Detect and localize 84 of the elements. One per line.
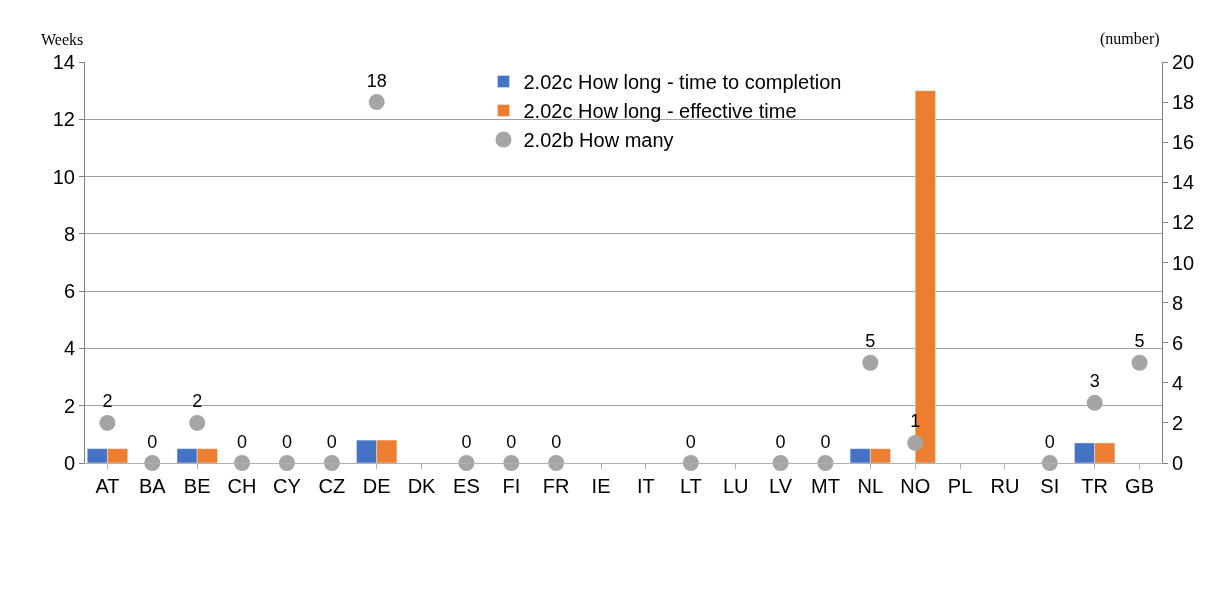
point bbox=[682, 455, 699, 471]
x-tick-label: LT bbox=[679, 475, 702, 497]
y-tick-label: 4 bbox=[63, 337, 75, 360]
x-tick-label: RU bbox=[990, 475, 1020, 497]
x-tick-label: CZ bbox=[318, 475, 346, 497]
x-tick-label: AT bbox=[95, 475, 120, 497]
x-tick-label: DK bbox=[407, 475, 437, 497]
point bbox=[368, 94, 385, 111]
y-tick-label: 12 bbox=[52, 108, 75, 131]
data-label: 2 bbox=[102, 391, 113, 412]
x-tick-label: DE bbox=[362, 475, 391, 497]
data-label: 0 bbox=[461, 431, 472, 452]
x-tick-label: SI bbox=[1040, 475, 1060, 497]
y2-tick-label: 4 bbox=[1172, 371, 1184, 394]
x-tick-label: CH bbox=[227, 475, 257, 497]
data-label: 0 bbox=[551, 431, 562, 452]
y2-tick-label: 16 bbox=[1172, 131, 1195, 154]
y2-tick-label: 6 bbox=[1172, 331, 1184, 354]
data-label: 3 bbox=[1089, 371, 1100, 392]
data-label: 2 bbox=[192, 391, 203, 412]
point bbox=[548, 455, 565, 471]
x-tick-label: LU bbox=[722, 475, 749, 497]
data-label: 0 bbox=[326, 431, 337, 452]
data-label: 0 bbox=[685, 431, 696, 452]
y2-tick-label: 8 bbox=[1172, 291, 1184, 314]
y2-tick-label: 18 bbox=[1172, 91, 1195, 114]
x-tick-label: NL bbox=[857, 475, 884, 497]
legend-label: 2.02c How long - time to completion bbox=[523, 71, 842, 94]
x-tick-label: FR bbox=[542, 475, 570, 497]
point bbox=[503, 455, 520, 471]
data-label: 0 bbox=[820, 431, 831, 452]
x-tick-label: BE bbox=[183, 475, 211, 497]
point bbox=[1086, 394, 1103, 411]
y2-tick-label: 12 bbox=[1172, 211, 1195, 234]
point bbox=[907, 434, 924, 451]
data-label: 5 bbox=[865, 331, 876, 352]
y-tick-label: 6 bbox=[63, 280, 75, 303]
point bbox=[1131, 354, 1148, 371]
x-tick-label: GB bbox=[1125, 475, 1155, 497]
x-tick-label: IT bbox=[637, 475, 655, 497]
y-tick-label: 8 bbox=[63, 222, 75, 245]
point bbox=[189, 414, 206, 431]
x-tick-label: LV bbox=[769, 475, 793, 497]
x-tick-label: CY bbox=[273, 475, 301, 497]
data-label: 0 bbox=[1044, 431, 1055, 452]
y2-tick-label: 0 bbox=[1172, 452, 1184, 474]
x-tick-label: TR bbox=[1081, 475, 1109, 497]
point bbox=[1041, 455, 1058, 471]
data-label: 18 bbox=[366, 70, 387, 91]
point bbox=[817, 455, 834, 471]
y-tick-label: 10 bbox=[52, 165, 75, 188]
point bbox=[458, 455, 475, 471]
y-tick-label: 14 bbox=[52, 51, 75, 73]
x-tick-label: PL bbox=[947, 475, 973, 497]
y2-tick-label: 2 bbox=[1172, 411, 1184, 434]
data-label: 5 bbox=[1134, 331, 1145, 352]
data-label: 1 bbox=[910, 411, 921, 432]
data-label: 0 bbox=[775, 431, 786, 452]
point bbox=[323, 455, 340, 471]
y2-tick-label: 10 bbox=[1172, 251, 1195, 274]
point bbox=[144, 455, 161, 471]
point bbox=[772, 455, 789, 471]
y-axis-title: Weeks bbox=[41, 31, 84, 48]
legend-label: 2.02c How long - effective time bbox=[523, 100, 797, 123]
legend-label: 2.02b How many bbox=[523, 129, 674, 152]
y2-tick-label: 20 bbox=[1172, 51, 1195, 73]
data-label: 0 bbox=[147, 431, 158, 452]
data-label: 0 bbox=[281, 431, 292, 452]
x-tick-label: ES bbox=[453, 475, 480, 497]
point bbox=[99, 414, 116, 431]
x-tick-label: FI bbox=[502, 475, 521, 497]
point bbox=[234, 455, 251, 471]
x-tick-label: BA bbox=[138, 475, 167, 497]
x-tick-label: NO bbox=[900, 475, 931, 497]
y2-axis-title: (number) bbox=[1100, 30, 1160, 48]
y2-tick-label: 14 bbox=[1172, 171, 1195, 194]
x-tick-label: IE bbox=[591, 475, 611, 497]
point bbox=[862, 354, 879, 371]
data-label: 0 bbox=[506, 431, 517, 452]
point bbox=[278, 455, 295, 471]
data-label: 0 bbox=[237, 431, 248, 452]
x-tick-label: MT bbox=[810, 475, 840, 497]
y-tick-label: 0 bbox=[63, 452, 75, 474]
y-tick-label: 2 bbox=[63, 394, 75, 417]
